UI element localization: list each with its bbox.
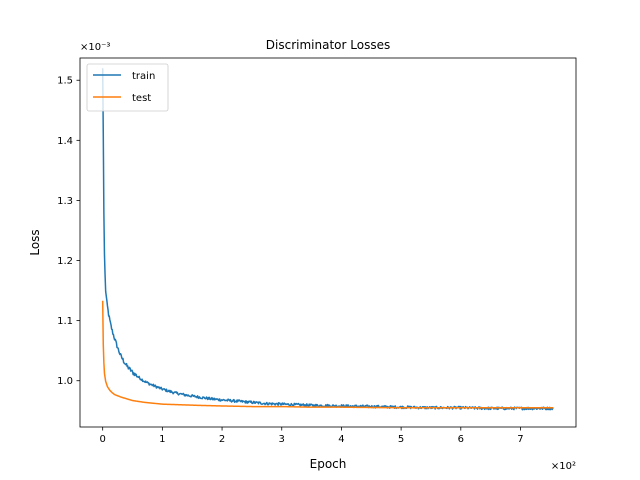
y-axis-ticks: 1.0 1.1 1.2 1.3 1.4 1.5 [57,76,80,387]
x-axis-ticks: 0 1 2 3 4 5 6 7 [99,427,524,445]
y-tick-label-3: 1.3 [57,196,73,207]
x-tick-label-4: 4 [338,434,344,445]
x-tick-label-6: 6 [458,434,464,445]
x-axis-label: Epoch [310,457,347,471]
x-tick-label-0: 0 [99,434,105,445]
series-line-test [101,300,554,409]
y-tick-label-1: 1.1 [57,316,73,327]
y-tick-label-2: 1.2 [57,256,73,267]
x-tick-label-7: 7 [517,434,523,445]
x-tick-label-1: 1 [159,434,165,445]
chart-title: Discriminator Losses [266,38,390,52]
plot-frame [79,57,577,428]
legend-box [86,63,169,112]
y-tick-label-4: 1.4 [57,136,73,147]
x-tick-label-2: 2 [219,434,225,445]
legend: train test [86,63,169,112]
y-axis-multiplier: ×10⁻³ [80,42,110,53]
series-layer [101,68,554,411]
legend-label-train: train [132,71,155,82]
y-tick-label-0: 1.0 [57,376,73,387]
plot-area [80,58,576,427]
legend-label-test: test [132,93,151,104]
x-axis-multiplier: ×10² [551,461,576,472]
y-tick-label-5: 1.5 [57,76,73,87]
x-tick-label-5: 5 [398,434,404,445]
x-tick-label-3: 3 [279,434,285,445]
y-axis-label: Loss [28,229,42,255]
